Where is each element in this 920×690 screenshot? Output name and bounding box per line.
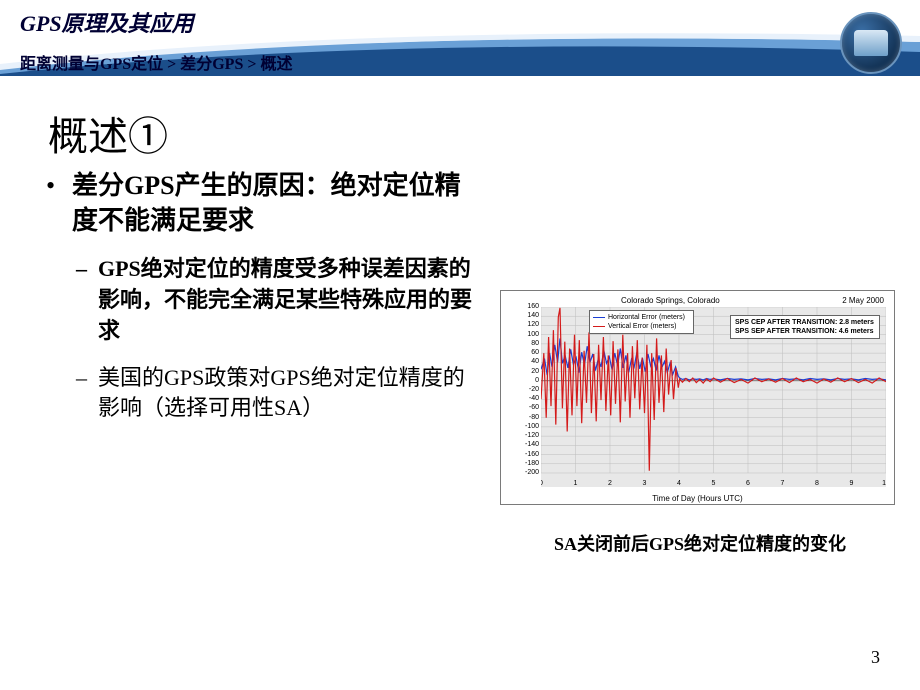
slide-header: GPS原理及其应用 距离测量与GPS定位 > 差分GPS > 概述 [0, 0, 920, 80]
chart-info-box: SPS CEP AFTER TRANSITION: 2.8 metersSPS … [730, 315, 880, 339]
slide-title: 概述① [48, 104, 168, 162]
svg-text:1: 1 [574, 480, 578, 487]
svg-text:8: 8 [815, 480, 819, 487]
bullet-level1: 差分GPS产生的原因：绝对定位精度不能满足要求 [38, 168, 478, 238]
svg-text:9: 9 [850, 480, 854, 487]
chart-header-labels: Colorado Springs, Colorado 2 May 2000 [501, 294, 894, 308]
breadcrumb: 距离测量与GPS定位 > 差分GPS > 概述 [20, 50, 292, 74]
svg-text:5: 5 [712, 480, 716, 487]
svg-text:6: 6 [746, 480, 750, 487]
university-logo [840, 12, 902, 74]
svg-text:10: 10 [882, 480, 886, 487]
bullet-level2-item1: GPS绝对定位的精度受多种误差因素的影响，不能完全满足某些特殊应用的要求 [38, 254, 478, 346]
chart-legend: Horizontal Error (meters)Vertical Error … [589, 310, 694, 334]
svg-text:0: 0 [541, 480, 543, 487]
svg-text:7: 7 [781, 480, 785, 487]
chart-location-label: Colorado Springs, Colorado [621, 296, 720, 305]
svg-text:2: 2 [608, 480, 612, 487]
page-number: 3 [871, 647, 880, 668]
chart-date-label: 2 May 2000 [842, 296, 884, 305]
chart-plot-area: 0 1 2 3 4 5 6 7 8 9 10 Horizontal Error (meters)Ver… [541, 307, 886, 487]
svg-text:4: 4 [677, 480, 681, 487]
chart-caption: SA关闭前后GPS绝对定位精度的变化 [510, 530, 890, 556]
bullet1-text: 差分GPS产生的原因：绝对定位精度不能满足要求 [72, 171, 461, 235]
svg-text:3: 3 [643, 480, 647, 487]
sa-error-chart: Colorado Springs, Colorado 2 May 2000 In… [500, 290, 895, 505]
bullet-level2-item2: 美国的GPS政策对GPS绝对定位精度的影响（选择可用性SA） [38, 363, 478, 425]
chart-x-axis-label: Time of Day (Hours UTC) [652, 494, 742, 503]
slide-body: 差分GPS产生的原因：绝对定位精度不能满足要求 GPS绝对定位的精度受多种误差因… [38, 168, 478, 424]
